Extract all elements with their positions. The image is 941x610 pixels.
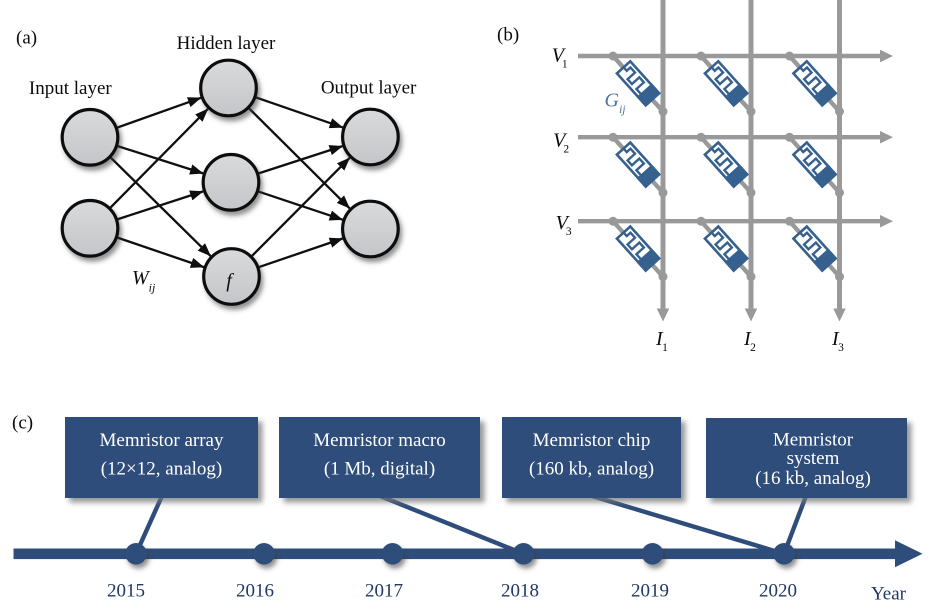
svg-text:I3: I3 [831,328,844,354]
svg-text:(16 kb, analog): (16 kb, analog) [755,468,871,489]
svg-text:Hidden layer: Hidden layer [177,33,276,54]
svg-text:Input layer: Input layer [29,78,113,99]
svg-text:V3: V3 [556,212,572,238]
svg-text:Memristor chip: Memristor chip [533,430,651,451]
svg-text:Wij: Wij [132,267,156,295]
svg-text:2017: 2017 [365,581,403,602]
svg-text:(b): (b) [497,25,519,46]
svg-text:Memristor macro: Memristor macro [313,430,445,451]
svg-text:f: f [226,270,234,292]
svg-text:2016: 2016 [236,581,274,602]
svg-text:V1: V1 [552,45,568,71]
svg-text:Memristor array: Memristor array [100,430,224,451]
svg-text:Year: Year [871,584,907,605]
svg-text:(a): (a) [16,28,37,49]
svg-text:2019: 2019 [631,581,669,602]
svg-text:Output layer: Output layer [321,78,417,99]
svg-text:(c): (c) [12,413,33,434]
svg-text:2015: 2015 [107,581,145,602]
svg-text:I1: I1 [655,328,668,354]
svg-text:Memristor: Memristor [773,430,854,451]
svg-text:V2: V2 [553,129,569,155]
svg-text:(1 Mb, digital): (1 Mb, digital) [324,459,435,480]
svg-text:(160 kb, analog): (160 kb, analog) [529,459,654,480]
svg-text:system: system [787,448,840,469]
svg-text:(12×12, analog): (12×12, analog) [101,459,223,480]
svg-text:2020: 2020 [759,581,797,602]
svg-text:2018: 2018 [501,581,539,602]
svg-text:I2: I2 [743,328,756,354]
svg-text:Gij: Gij [605,90,627,117]
